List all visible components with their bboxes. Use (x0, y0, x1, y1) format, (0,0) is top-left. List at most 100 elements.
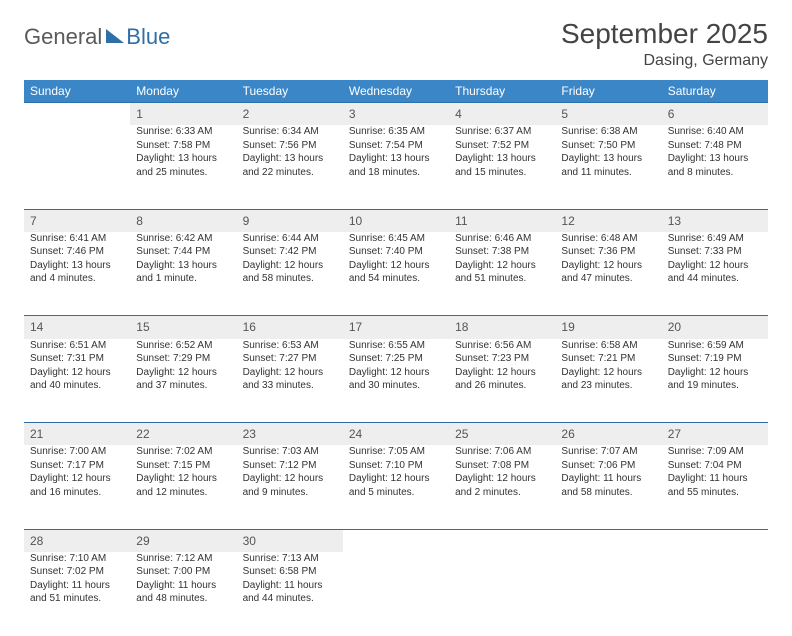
day1-text: Daylight: 11 hours (30, 579, 124, 593)
day-detail-cell: Sunrise: 6:55 AMSunset: 7:25 PMDaylight:… (343, 339, 449, 423)
day1-text: Daylight: 12 hours (668, 366, 762, 380)
sunset-text: Sunset: 7:40 PM (349, 245, 443, 259)
day-number-cell: 4 (449, 103, 555, 126)
sunset-text: Sunset: 7:46 PM (30, 245, 124, 259)
day1-text: Daylight: 13 hours (136, 152, 230, 166)
sunset-text: Sunset: 7:23 PM (455, 352, 549, 366)
sunrise-text: Sunrise: 6:35 AM (349, 125, 443, 139)
day-detail-cell: Sunrise: 7:10 AMSunset: 7:02 PMDaylight:… (24, 552, 130, 636)
sunset-text: Sunset: 7:54 PM (349, 139, 443, 153)
day1-text: Daylight: 12 hours (136, 472, 230, 486)
day1-text: Daylight: 12 hours (349, 366, 443, 380)
sunrise-text: Sunrise: 6:58 AM (561, 339, 655, 353)
day-detail-cell: Sunrise: 6:56 AMSunset: 7:23 PMDaylight:… (449, 339, 555, 423)
day-number-cell (343, 529, 449, 552)
sunrise-text: Sunrise: 6:48 AM (561, 232, 655, 246)
sunrise-text: Sunrise: 7:02 AM (136, 445, 230, 459)
sunrise-text: Sunrise: 6:56 AM (455, 339, 549, 353)
day-detail-cell (662, 552, 768, 636)
day1-text: Daylight: 13 hours (561, 152, 655, 166)
day2-text: and 1 minute. (136, 272, 230, 286)
day1-text: Daylight: 13 hours (455, 152, 549, 166)
sunset-text: Sunset: 7:48 PM (668, 139, 762, 153)
sunrise-text: Sunrise: 6:55 AM (349, 339, 443, 353)
day2-text: and 44 minutes. (668, 272, 762, 286)
day-number-cell: 23 (237, 423, 343, 446)
day-detail-cell: Sunrise: 6:51 AMSunset: 7:31 PMDaylight:… (24, 339, 130, 423)
day-detail-cell: Sunrise: 7:12 AMSunset: 7:00 PMDaylight:… (130, 552, 236, 636)
day2-text: and 44 minutes. (243, 592, 337, 606)
sunset-text: Sunset: 7:25 PM (349, 352, 443, 366)
day-number-cell: 3 (343, 103, 449, 126)
day-number-row: 14151617181920 (24, 316, 768, 339)
title-block: September 2025 Dasing, Germany (561, 18, 768, 70)
day-number-row: 21222324252627 (24, 423, 768, 446)
day-detail-cell: Sunrise: 6:48 AMSunset: 7:36 PMDaylight:… (555, 232, 661, 316)
day2-text: and 26 minutes. (455, 379, 549, 393)
day2-text: and 19 minutes. (668, 379, 762, 393)
sunset-text: Sunset: 7:06 PM (561, 459, 655, 473)
day-detail-cell: Sunrise: 6:59 AMSunset: 7:19 PMDaylight:… (662, 339, 768, 423)
day-number-cell: 28 (24, 529, 130, 552)
page-header: General Blue September 2025 Dasing, Germ… (24, 18, 768, 70)
day1-text: Daylight: 11 hours (668, 472, 762, 486)
sunrise-text: Sunrise: 6:59 AM (668, 339, 762, 353)
sunset-text: Sunset: 7:50 PM (561, 139, 655, 153)
sunset-text: Sunset: 7:33 PM (668, 245, 762, 259)
day-number-cell: 9 (237, 209, 343, 232)
sunrise-text: Sunrise: 6:49 AM (668, 232, 762, 246)
day-detail-row: Sunrise: 6:41 AMSunset: 7:46 PMDaylight:… (24, 232, 768, 316)
sunset-text: Sunset: 7:44 PM (136, 245, 230, 259)
sunrise-text: Sunrise: 6:34 AM (243, 125, 337, 139)
day-number-cell: 1 (130, 103, 236, 126)
day-detail-cell: Sunrise: 6:34 AMSunset: 7:56 PMDaylight:… (237, 125, 343, 209)
day1-text: Daylight: 12 hours (243, 259, 337, 273)
sunrise-text: Sunrise: 7:00 AM (30, 445, 124, 459)
day1-text: Daylight: 13 hours (136, 259, 230, 273)
day1-text: Daylight: 12 hours (561, 259, 655, 273)
day1-text: Daylight: 13 hours (349, 152, 443, 166)
day-detail-cell: Sunrise: 7:09 AMSunset: 7:04 PMDaylight:… (662, 445, 768, 529)
sunrise-text: Sunrise: 6:37 AM (455, 125, 549, 139)
day-number-cell: 24 (343, 423, 449, 446)
day-number-cell (662, 529, 768, 552)
day1-text: Daylight: 12 hours (455, 366, 549, 380)
day-detail-cell: Sunrise: 7:13 AMSunset: 6:58 PMDaylight:… (237, 552, 343, 636)
sunset-text: Sunset: 7:15 PM (136, 459, 230, 473)
day-detail-cell: Sunrise: 6:49 AMSunset: 7:33 PMDaylight:… (662, 232, 768, 316)
sunset-text: Sunset: 7:19 PM (668, 352, 762, 366)
sunset-text: Sunset: 7:21 PM (561, 352, 655, 366)
sunset-text: Sunset: 7:02 PM (30, 565, 124, 579)
sunrise-text: Sunrise: 7:03 AM (243, 445, 337, 459)
sunrise-text: Sunrise: 7:13 AM (243, 552, 337, 566)
day2-text: and 40 minutes. (30, 379, 124, 393)
sunset-text: Sunset: 7:04 PM (668, 459, 762, 473)
weekday-header: Thursday (449, 80, 555, 103)
day1-text: Daylight: 13 hours (668, 152, 762, 166)
sunrise-text: Sunrise: 6:52 AM (136, 339, 230, 353)
day-detail-cell (343, 552, 449, 636)
day-number-cell: 15 (130, 316, 236, 339)
sunrise-text: Sunrise: 6:44 AM (243, 232, 337, 246)
weekday-header: Tuesday (237, 80, 343, 103)
day1-text: Daylight: 12 hours (243, 472, 337, 486)
day-detail-cell: Sunrise: 6:40 AMSunset: 7:48 PMDaylight:… (662, 125, 768, 209)
day-number-cell: 16 (237, 316, 343, 339)
sunrise-text: Sunrise: 6:51 AM (30, 339, 124, 353)
day-number-cell: 11 (449, 209, 555, 232)
day-number-cell: 7 (24, 209, 130, 232)
day1-text: Daylight: 12 hours (668, 259, 762, 273)
sunset-text: Sunset: 7:10 PM (349, 459, 443, 473)
day2-text: and 51 minutes. (455, 272, 549, 286)
day-detail-cell: Sunrise: 6:44 AMSunset: 7:42 PMDaylight:… (237, 232, 343, 316)
sunrise-text: Sunrise: 6:45 AM (349, 232, 443, 246)
day-detail-cell (24, 125, 130, 209)
day-number-cell: 13 (662, 209, 768, 232)
sunset-text: Sunset: 7:27 PM (243, 352, 337, 366)
day2-text: and 51 minutes. (30, 592, 124, 606)
day-number-cell: 25 (449, 423, 555, 446)
weekday-header: Monday (130, 80, 236, 103)
day-detail-cell: Sunrise: 7:03 AMSunset: 7:12 PMDaylight:… (237, 445, 343, 529)
day-number-cell: 8 (130, 209, 236, 232)
sunset-text: Sunset: 7:36 PM (561, 245, 655, 259)
